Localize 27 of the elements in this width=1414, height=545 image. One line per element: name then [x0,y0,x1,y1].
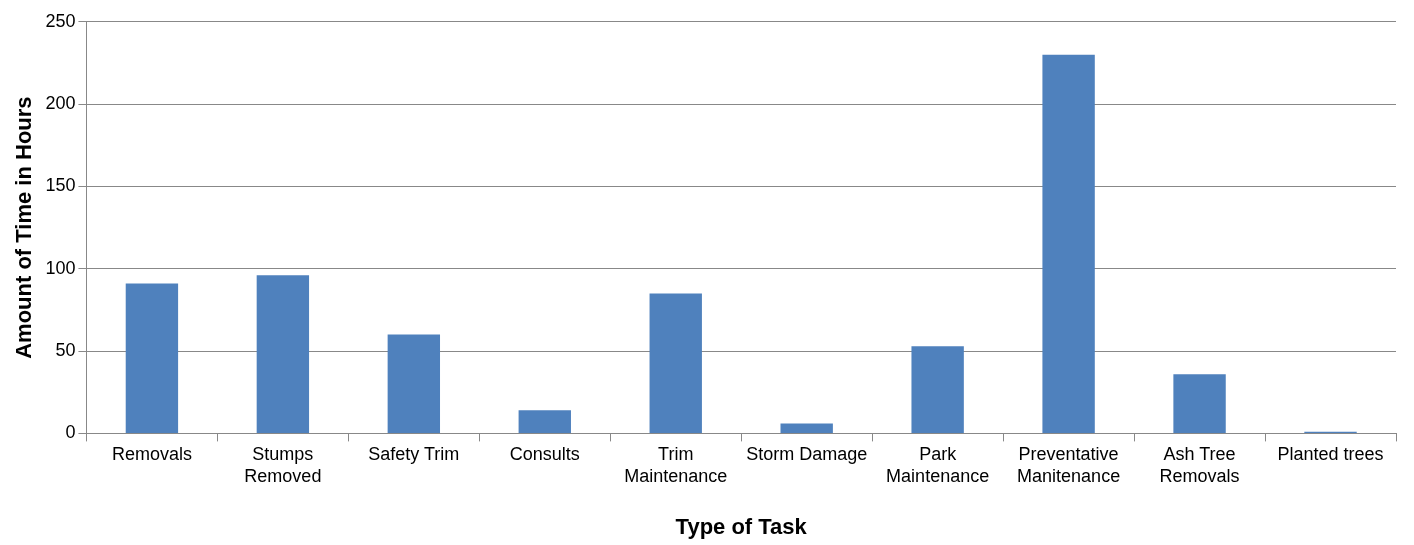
x-tick-label: Preventative Manitenance [1017,444,1121,486]
x-tick-label: Removals [111,444,192,465]
y-tick-label: 0 [65,422,76,443]
x-tick-label: Storm Damage [746,444,868,465]
x-axis-title: Type of Task [675,513,808,539]
bar [387,334,441,433]
bar [256,275,310,433]
bar [125,283,179,433]
x-tick-label: Trim Maintenance [624,444,728,486]
bar [518,410,571,433]
x-tick-label: Ash Tree Removals [1159,444,1240,486]
bar [780,423,833,433]
x-tick-label: Park Maintenance [886,444,990,486]
x-tick-label: Stumps Removed [244,444,322,486]
x-tick-label: Consults [509,444,580,465]
y-tick-label: 250 [45,10,76,31]
y-tick-label: 50 [55,340,76,361]
y-tick-label: 150 [45,175,76,196]
x-tick-label: Planted trees [1277,444,1384,465]
bar [1173,374,1226,433]
y-tick-label: 100 [45,257,76,278]
bar [1042,54,1095,433]
x-tick-label: Safety Trim [368,444,460,465]
y-axis-title: Amount of Time in Hours [11,96,37,359]
y-tick-label: 200 [45,93,76,114]
bar [649,293,702,433]
bar [911,346,964,433]
